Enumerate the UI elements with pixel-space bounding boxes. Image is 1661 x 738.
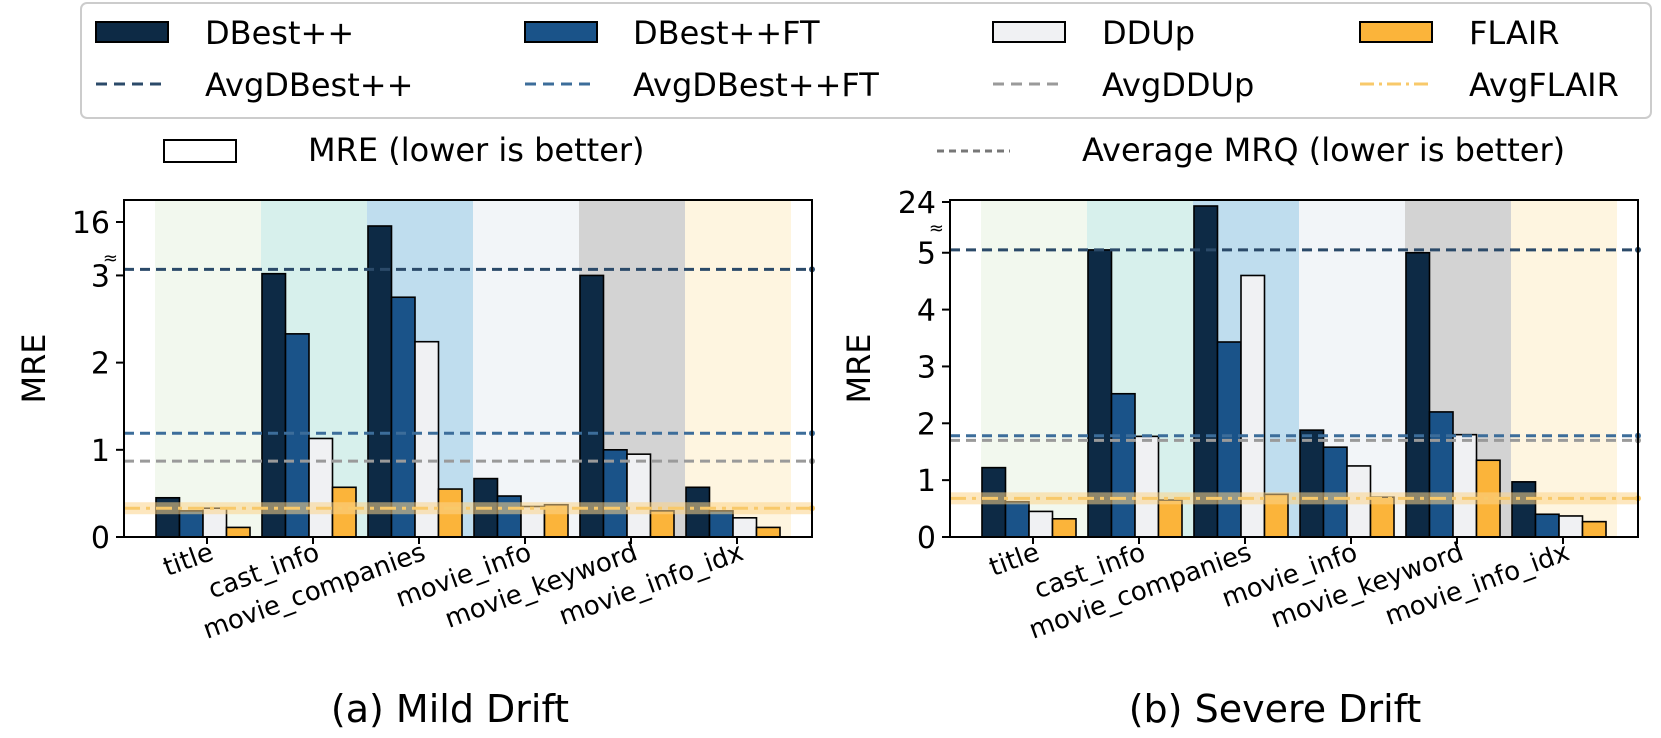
bar-FLAIR-movie_keyword	[649, 510, 675, 538]
bar-FLAIR-movie_info_idx	[755, 526, 781, 538]
legend-entry-avgdbest: AvgDBest++	[96, 66, 413, 104]
legend-label-avgflair: AvgFLAIR	[1469, 66, 1619, 104]
bar-DBest++FT-movie_keyword	[1428, 411, 1454, 538]
bar-DBest++-movie_companies	[1193, 205, 1219, 538]
bar-DDUp-movie_info_idx	[732, 517, 758, 538]
legend-label-dbestft: DBest++FT	[633, 14, 820, 52]
ytick-label-2: 2	[91, 347, 110, 382]
legend-label-flair: FLAIR	[1469, 14, 1560, 52]
plot-frame	[949, 199, 1639, 538]
ytick-label-3: 3	[917, 350, 936, 385]
bar-DBest++FT-movie_companies	[390, 296, 416, 538]
ytick-label-1: 1	[91, 434, 110, 469]
legend-label-avgddup: AvgDDUp	[1102, 66, 1254, 104]
bar-DBest++FT-title	[178, 510, 204, 538]
legend-swatch-ddup	[992, 21, 1066, 43]
legend-notes: MRE (lower is better) Average MRQ (lower…	[163, 131, 1565, 169]
bar-DBest++FT-movie_keyword	[602, 449, 628, 538]
bar-DDUp-title	[1028, 510, 1054, 538]
bar-FLAIR-cast_info	[1157, 499, 1183, 538]
legend-swatch-dbest	[95, 21, 169, 43]
panel-severe-drift: 01234524≈MREtitlecast_infomovie_companie…	[840, 186, 1641, 731]
legend-label-avgdbest: AvgDBest++	[205, 66, 413, 104]
category-band-movie_info_idx	[1511, 200, 1617, 537]
category-band-title	[155, 200, 261, 537]
bar-DBest++-movie_companies	[367, 225, 393, 538]
bar-DBest++-movie_keyword	[579, 274, 605, 538]
bar-DDUp-cast_info	[1134, 435, 1160, 538]
bar-DDUp-cast_info	[308, 437, 334, 538]
bar-DBest++-cast_info	[261, 272, 287, 538]
bar-DBest++FT-movie_info_idx	[708, 510, 734, 538]
ytick-label-high: 24	[898, 186, 936, 221]
legend-label-avgdbestft: AvgDBest++FT	[633, 66, 879, 104]
legend-entry-avgflair: AvgFLAIR	[1360, 66, 1619, 104]
legend-entry-dbestft: DBest++FT	[524, 14, 820, 52]
legend-swatch-dbestft	[524, 21, 598, 43]
mrq-note-label: Average MRQ (lower is better)	[1082, 131, 1565, 169]
mre-note-label: MRE (lower is better)	[308, 131, 645, 169]
bar-DDUp-movie_keyword	[1452, 433, 1478, 538]
bar-DBest++FT-movie_info	[496, 495, 522, 538]
legend-entry-flair: FLAIR	[1359, 14, 1560, 52]
mre-note-swatch	[163, 139, 237, 163]
ytick-label-3: 3	[91, 259, 110, 294]
bar-DDUp-movie_info_idx	[1558, 515, 1584, 538]
panel-title: (a) Mild Drift	[331, 687, 569, 731]
ytick-label-4: 4	[917, 294, 936, 329]
bar-FLAIR-movie_info_idx	[1581, 520, 1607, 538]
panel-mild-drift: 012316≈MREtitlecast_infomovie_companiesm…	[15, 199, 815, 731]
legend-entry-avgddup: AvgDDUp	[993, 66, 1254, 104]
ytick-label-1: 1	[917, 464, 936, 499]
ytick-label-2: 2	[917, 407, 936, 442]
legend: DBest++ DBest++FT DDUp FLAIR AvgDBest++ …	[80, 2, 1652, 119]
bar-DBest++FT-cast_info	[1110, 392, 1136, 538]
ytick-label-high: 16	[72, 206, 110, 241]
panel-title: (b) Severe Drift	[1129, 687, 1422, 731]
category-band-movie_info_idx	[685, 200, 791, 537]
legend-entry-dbest: DBest++	[95, 14, 354, 52]
bar-FLAIR-title	[1051, 518, 1077, 538]
axis-break-mark: ≈	[929, 218, 944, 239]
bar-DBest++FT-title	[1004, 500, 1030, 538]
ytick-label-0: 0	[917, 521, 936, 556]
legend-label-dbest: DBest++	[205, 14, 354, 52]
legend-label-ddup: DDUp	[1102, 14, 1195, 52]
legend-frame	[80, 2, 1652, 119]
y-axis-label: MRE	[840, 333, 878, 403]
ytick-label-5: 5	[917, 237, 936, 272]
bar-DBest++FT-movie_info_idx	[1534, 513, 1560, 538]
plot-frame	[123, 199, 813, 538]
legend-entry-ddup: DDUp	[992, 14, 1195, 52]
axis-break-mark: ≈	[103, 248, 118, 269]
bar-DDUp-movie_keyword	[626, 453, 652, 538]
bar-FLAIR-title	[225, 526, 251, 538]
ytick-label-0: 0	[91, 521, 110, 556]
bar-DBest++-movie_info_idx	[1511, 481, 1537, 538]
bar-DBest++-movie_info	[1299, 429, 1325, 538]
legend-swatch-flair	[1359, 21, 1433, 43]
legend-entry-avgdbestft: AvgDBest++FT	[525, 66, 879, 104]
y-axis-label: MRE	[15, 333, 53, 403]
bar-DBest++FT-movie_info	[1322, 446, 1348, 538]
